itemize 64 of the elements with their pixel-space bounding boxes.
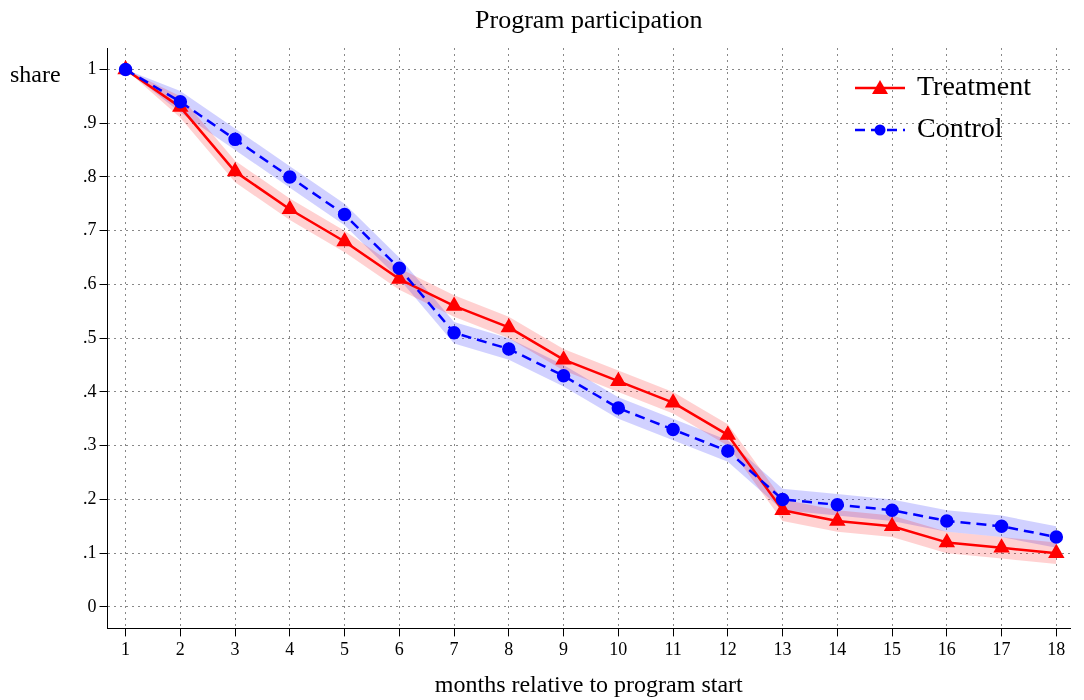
x-tick-label: 9 (559, 638, 569, 659)
x-tick-label: 13 (773, 638, 792, 659)
point (392, 261, 407, 276)
x-tick-label: 11 (664, 638, 682, 659)
legend-label: Control (917, 112, 1003, 144)
x-axis-title: months relative to program start (434, 671, 744, 698)
y-axis-title: share (10, 60, 61, 87)
y-tick-label: .6 (83, 273, 97, 294)
y-tick-label: 1 (87, 58, 97, 79)
point (1049, 544, 1064, 558)
point (994, 539, 1009, 553)
x-tick-label: 4 (285, 638, 295, 659)
point (1049, 530, 1064, 544)
y-tick-label: .2 (83, 488, 97, 509)
x-tick-label: 6 (394, 638, 404, 659)
point (775, 492, 790, 507)
point (666, 422, 680, 437)
y-tick-label: .9 (83, 111, 97, 132)
point (556, 351, 571, 365)
x-tick-label: 18 (1047, 638, 1066, 659)
point (556, 369, 571, 383)
point (885, 503, 899, 517)
x-tick-label: 16 (937, 638, 956, 659)
y-tick-label: .8 (83, 165, 97, 186)
x-tick-label: 15 (883, 638, 902, 659)
y-tick-label: .1 (83, 541, 97, 562)
point (502, 342, 516, 356)
x-tick-label: 8 (504, 638, 514, 659)
point (446, 297, 462, 311)
point (939, 534, 955, 548)
x-tick-label: 14 (828, 638, 847, 659)
point (665, 394, 681, 408)
point (720, 426, 736, 440)
y-tick-label: .5 (83, 326, 97, 347)
point (282, 200, 298, 214)
x-tick-label: 10 (609, 638, 628, 659)
point (940, 514, 954, 528)
point (337, 207, 352, 222)
x-tick-label: 12 (718, 638, 737, 659)
point (721, 444, 735, 458)
point (611, 401, 626, 415)
y-tick-label: .7 (83, 219, 97, 240)
point (830, 498, 845, 512)
x-tick-label: 2 (175, 638, 185, 659)
point (611, 372, 626, 386)
legend-label: Treatment (917, 70, 1032, 102)
point (283, 170, 297, 184)
x-tick-label: 7 (449, 638, 459, 659)
point (447, 326, 461, 340)
y-tick-label: 0 (87, 595, 97, 616)
x-tick-label: 1 (121, 638, 131, 659)
point (228, 132, 242, 147)
x-tick-label: 3 (230, 638, 240, 659)
x-tick-label: 17 (992, 638, 1011, 659)
point (337, 233, 352, 247)
chart-title: Program participation (475, 4, 703, 34)
x-tick-label: 5 (340, 638, 350, 659)
y-tick-label: .4 (83, 380, 97, 401)
point (994, 519, 1009, 534)
point (830, 512, 845, 526)
point (501, 319, 517, 333)
point (884, 518, 900, 532)
point (227, 163, 243, 177)
y-tick-label: .3 (83, 434, 97, 455)
